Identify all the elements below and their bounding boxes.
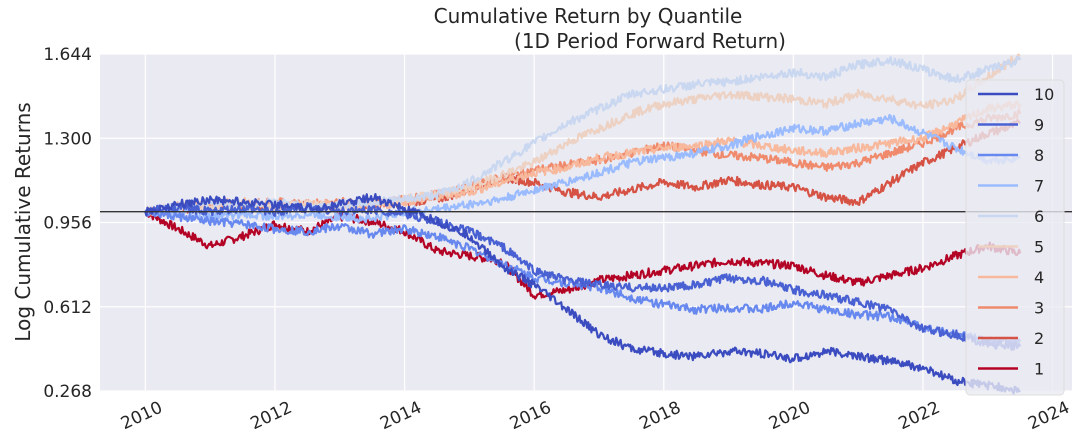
legend-label: 7 [1034,177,1044,196]
legend-label: 5 [1034,238,1044,257]
x-tick-label: 2022 [896,398,944,434]
series-line-10 [144,193,1021,395]
y-tick-label: 0.268 [43,382,92,402]
y-tick-label: 0.956 [43,214,92,234]
x-tick-label: 2016 [507,398,555,434]
chart-title-line1: Cumulative Return by Quantile [434,4,743,28]
chart-title-line2: (1D Period Forward Return) [514,29,786,53]
legend-label: 8 [1034,146,1044,165]
legend-label: 6 [1034,207,1044,226]
x-tick-label: 2012 [248,398,296,434]
series-line-5 [144,53,1021,216]
series-line-9 [144,202,1022,351]
x-tick-label: 2018 [636,398,684,434]
legend-label: 9 [1034,116,1044,135]
x-axis-ticks: 2010 2012 2014 2016 2018 2020 2022 2024 [118,398,1073,434]
y-tick-label: 0.612 [43,298,92,318]
legend-label: 2 [1034,329,1044,348]
legend-box [965,79,1065,396]
legend-label: 1 [1034,360,1044,379]
y-axis-ticks: 0.268 0.612 0.956 1.300 1.644 [43,45,92,402]
y-tick-label: 1.644 [43,45,92,65]
grid-lines [100,53,1072,392]
legend: 10 9 8 7 6 5 4 3 2 1 [965,79,1065,396]
x-tick-label: 2024 [1025,398,1073,434]
series-line-7 [144,113,1021,224]
x-tick-label: 2010 [118,398,166,434]
legend-label: 3 [1034,299,1044,318]
legend-label: 10 [1034,85,1054,104]
series-lines [144,53,1022,395]
x-tick-label: 2014 [377,398,425,434]
legend-label: 4 [1034,268,1044,287]
x-tick-label: 2020 [766,398,814,434]
y-tick-label: 1.300 [43,129,92,149]
y-axis-label: Log Cumulative Returns [11,102,35,341]
